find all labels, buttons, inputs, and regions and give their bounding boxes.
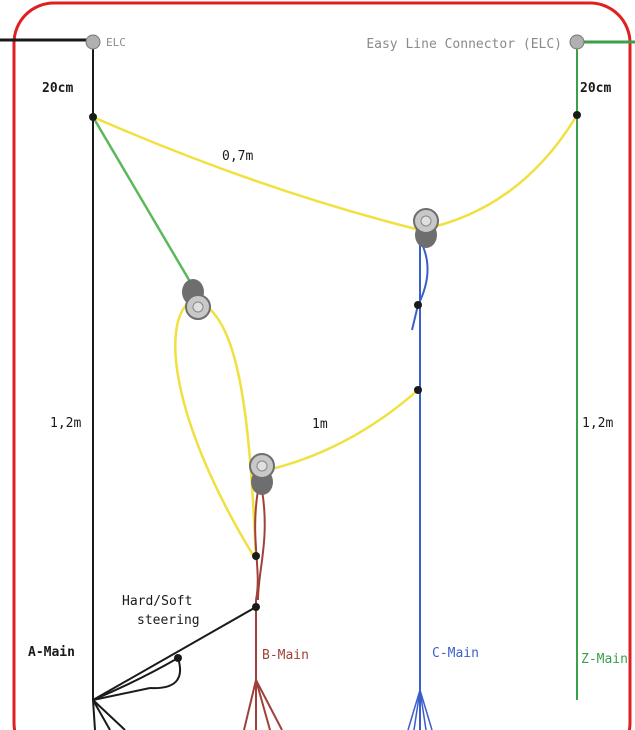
- steering-label-line1: Hard/Soft: [122, 594, 192, 609]
- middle-bridle-line: [267, 389, 419, 472]
- left-length-label: 1,2m: [50, 416, 81, 431]
- junction-dot-z: [573, 111, 581, 119]
- pulley-icon: [249, 453, 275, 495]
- connector-icon: [85, 34, 101, 50]
- right-length-label: 1,2m: [582, 416, 613, 431]
- connector-icon: [569, 34, 585, 50]
- a-main-label: A-Main: [28, 645, 75, 660]
- pulley-icon: [182, 279, 211, 320]
- z-main-label: Z-Main: [581, 652, 628, 667]
- b-fan-lines: [243, 679, 283, 730]
- junction-dot-c-upper: [414, 301, 422, 309]
- span-middle-label: 1m: [312, 417, 328, 432]
- elc-short-label: ELC: [106, 36, 126, 49]
- c-fan-lines: [407, 689, 433, 730]
- junction-dot-c-lower: [414, 386, 422, 394]
- junction-dot-steering: [174, 654, 182, 662]
- green-steering-line: [91, 116, 194, 286]
- c-loop-tail: [411, 304, 419, 331]
- top-left-length-label: 20cm: [42, 81, 73, 96]
- junction-dot-a: [89, 113, 97, 121]
- steering-loop: [149, 657, 181, 690]
- junction-dot-b-upper: [252, 552, 260, 560]
- elc-long-label: Easy Line Connector (ELC): [366, 37, 562, 52]
- top-bridle-line: [92, 114, 579, 232]
- steering-loop-2: [92, 657, 179, 701]
- steering-black-line: [92, 606, 257, 701]
- junction-dot-b-lower: [252, 603, 260, 611]
- b-main-label: B-Main: [262, 648, 309, 663]
- pulley-icon: [413, 208, 439, 248]
- left-loop-line-outer: [174, 298, 258, 561]
- top-right-length-label: 20cm: [580, 81, 611, 96]
- span-top-label: 0,7m: [222, 149, 253, 164]
- b-main-line-2: [257, 489, 266, 601]
- a-fan-lines: [92, 687, 151, 730]
- left-loop-line-inner: [204, 303, 258, 561]
- outer-frame: [12, 1, 632, 730]
- c-main-label: C-Main: [432, 646, 479, 661]
- steering-label-line2: steering: [137, 613, 200, 628]
